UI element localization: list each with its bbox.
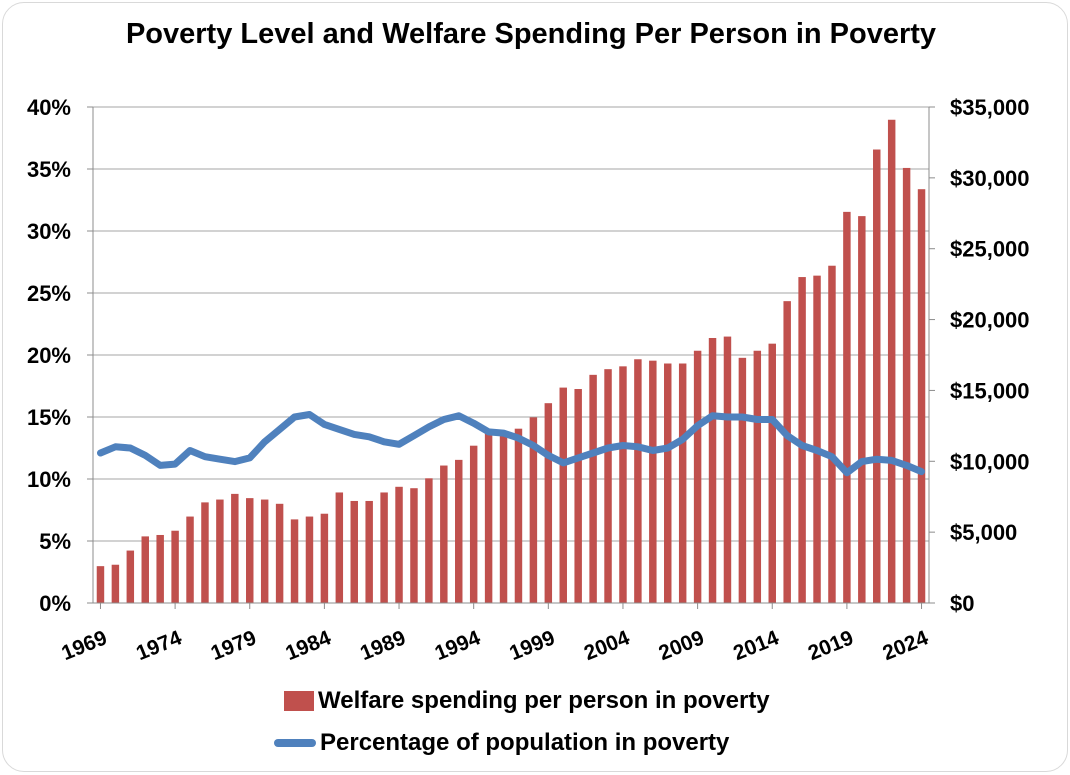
welfare-bar xyxy=(469,445,478,603)
welfare-bar xyxy=(260,499,269,603)
welfare-bar xyxy=(544,403,553,603)
welfare-bar xyxy=(499,431,508,603)
welfare-bar xyxy=(619,366,627,603)
axes xyxy=(87,106,935,609)
chart-title: Poverty Level and Welfare Spending Per P… xyxy=(125,18,937,50)
left-tick-label: 5% xyxy=(39,529,71,554)
welfare-bar xyxy=(902,167,911,604)
welfare-bar xyxy=(246,498,254,603)
welfare-bar xyxy=(738,357,747,603)
welfare-bar xyxy=(768,343,776,603)
welfare-bar xyxy=(813,275,821,603)
welfare-bar xyxy=(858,216,866,603)
welfare-bar xyxy=(559,387,567,603)
welfare-bar xyxy=(186,516,194,603)
welfare-bar xyxy=(275,503,284,603)
x-tick-label: 2019 xyxy=(805,626,857,665)
welfare-bar xyxy=(201,502,209,603)
welfare-bar xyxy=(873,149,881,603)
welfare-bar xyxy=(171,530,179,603)
welfare-bar xyxy=(664,363,672,603)
welfare-bar xyxy=(141,536,149,603)
welfare-bar xyxy=(395,486,403,603)
poverty-line xyxy=(97,411,925,477)
legend-swatch-line xyxy=(274,739,316,747)
welfare-bar xyxy=(708,337,717,603)
right-tick-label: $20,000 xyxy=(950,308,1030,333)
legend-swatch-bar xyxy=(284,691,314,711)
right-tick-label: $15,000 xyxy=(950,378,1030,403)
welfare-bar xyxy=(798,277,806,603)
x-tick-label: 1994 xyxy=(432,626,484,665)
welfare-bar xyxy=(305,516,314,603)
x-tick-label: 2024 xyxy=(879,626,931,665)
right-tick-label: $0 xyxy=(950,591,974,616)
welfare-bar xyxy=(574,389,582,603)
welfare-bar xyxy=(753,350,762,603)
welfare-bar xyxy=(484,430,493,603)
left-tick-label: 25% xyxy=(27,281,71,306)
welfare-bar xyxy=(216,499,224,603)
legend-label-welfare: Welfare spending per person in poverty xyxy=(318,687,770,714)
welfare-bar xyxy=(634,359,642,603)
welfare-bar xyxy=(529,417,538,603)
welfare-bar xyxy=(693,350,702,603)
welfare-bar xyxy=(96,566,105,603)
welfare-bar xyxy=(440,465,448,603)
x-tick-label: 1969 xyxy=(58,626,110,665)
x-tick-label: 1999 xyxy=(506,626,558,665)
welfare-bar xyxy=(678,363,687,603)
welfare-bar xyxy=(156,534,164,603)
welfare-bar xyxy=(514,428,523,603)
x-tick-label: 2004 xyxy=(581,626,633,665)
welfare-bar xyxy=(320,513,329,603)
right-tick-label: $5,000 xyxy=(950,520,1017,545)
x-tick-label: 2009 xyxy=(656,626,708,665)
right-tick-label: $35,000 xyxy=(950,95,1030,120)
welfare-bar xyxy=(111,564,120,603)
welfare-bar xyxy=(350,500,358,603)
left-tick-label: 30% xyxy=(27,219,71,244)
welfare-bar xyxy=(231,493,239,603)
legend-label-poverty: Percentage of population in poverty xyxy=(320,729,730,756)
left-tick-label: 35% xyxy=(27,157,71,182)
welfare-bar xyxy=(783,301,791,603)
welfare-bar xyxy=(410,488,418,603)
bar-series xyxy=(96,119,926,604)
right-tick-label: $25,000 xyxy=(950,237,1030,262)
welfare-bar xyxy=(828,265,836,603)
x-tick-label: 1989 xyxy=(357,626,409,665)
x-tick-label: 1979 xyxy=(208,626,260,665)
line-series xyxy=(97,411,925,477)
left-tick-label: 15% xyxy=(27,405,71,430)
left-tick-label: 20% xyxy=(27,343,71,368)
welfare-bar xyxy=(917,189,926,604)
welfare-bar xyxy=(649,360,657,603)
right-tick-label: $10,000 xyxy=(950,449,1030,474)
welfare-bar xyxy=(380,492,388,603)
welfare-bar xyxy=(604,369,612,603)
welfare-bar xyxy=(365,500,373,603)
welfare-bar xyxy=(455,459,463,603)
welfare-bar xyxy=(335,492,344,603)
legend-item-welfare: Welfare spending per person in poverty xyxy=(284,687,770,715)
welfare-bar xyxy=(723,336,732,603)
right-tick-label: $30,000 xyxy=(950,166,1030,191)
welfare-bar xyxy=(126,550,135,603)
welfare-bar xyxy=(425,478,433,603)
welfare-bar xyxy=(589,374,597,603)
left-tick-label: 40% xyxy=(27,95,71,120)
left-tick-label: 0% xyxy=(39,591,71,616)
welfare-bar xyxy=(887,119,896,604)
welfare-bar xyxy=(290,519,299,603)
x-tick-label: 1974 xyxy=(133,626,185,665)
welfare-bar xyxy=(843,211,851,603)
legend-item-poverty: Percentage of population in poverty xyxy=(274,729,729,757)
x-tick-label: 2014 xyxy=(730,626,782,665)
x-tick-label: 1984 xyxy=(282,626,334,665)
left-tick-label: 10% xyxy=(27,467,71,492)
